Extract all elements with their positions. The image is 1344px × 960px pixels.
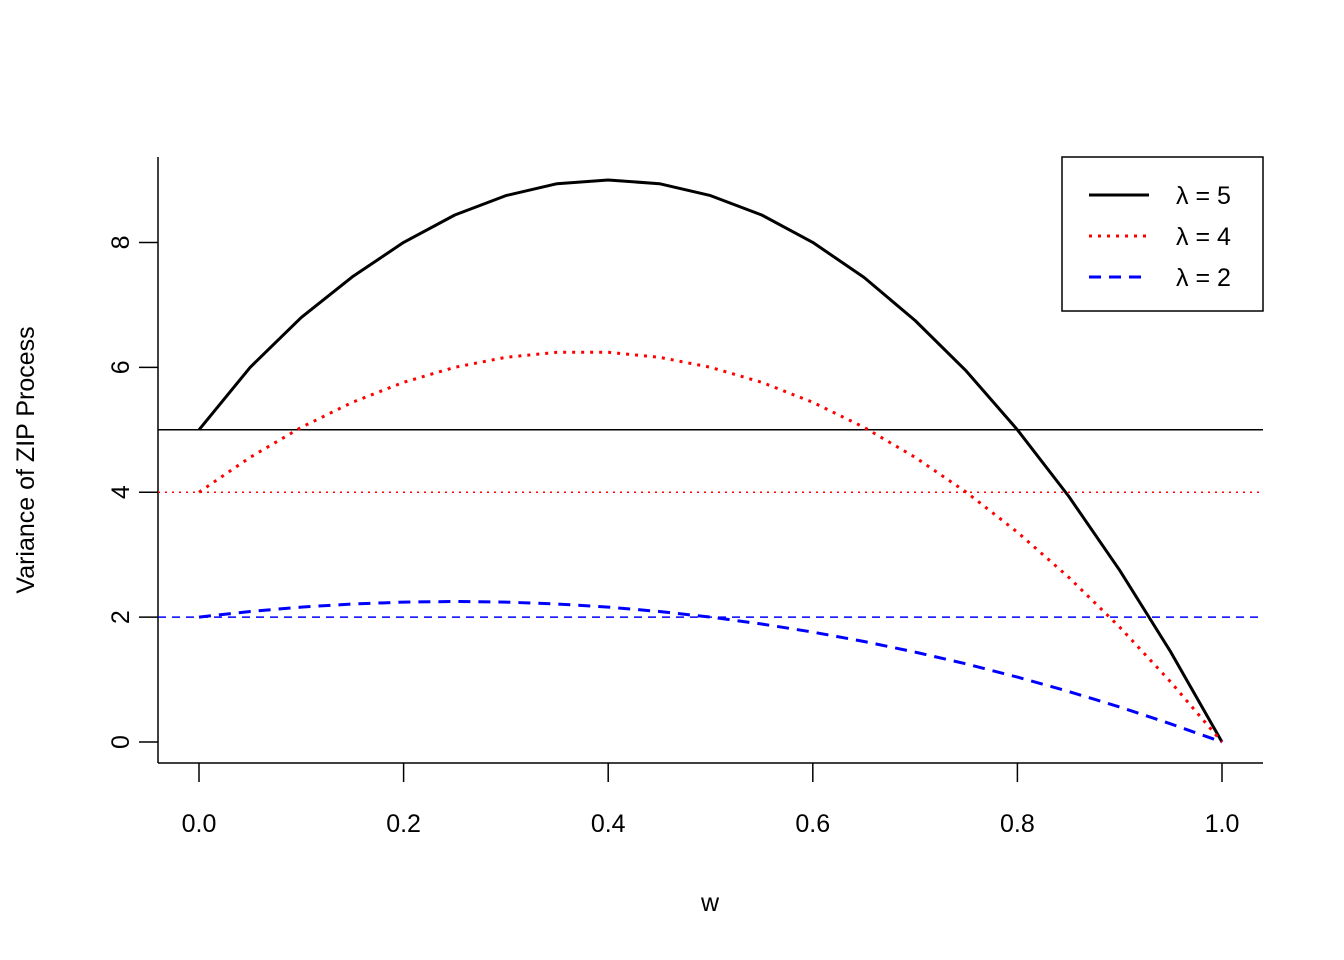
series-line-lambda-2: [198, 600, 1223, 744]
legend-label-lambda-5: λ = 5: [1176, 182, 1231, 210]
x-tick-label: 0.0: [182, 810, 217, 838]
y-tick-label: 0: [107, 735, 135, 749]
y-axis-ticks: 0 2 4 6 8: [107, 235, 158, 749]
legend: λ = 5 λ = 4 λ = 2: [1061, 156, 1264, 312]
x-axis-ticks: 0.0 0.2 0.4 0.6 0.8 1.0: [182, 763, 1240, 838]
legend-box: [1061, 156, 1264, 312]
y-axis-label: Variance of ZIP Process: [12, 326, 40, 593]
x-tick-label: 0.8: [1000, 810, 1035, 838]
x-tick-label: 0.6: [795, 810, 830, 838]
series-line-lambda-5: [197, 178, 1224, 743]
x-tick-label: 0.4: [591, 810, 626, 838]
reference-lines: [158, 429, 1263, 618]
series-lines: [197, 178, 1224, 744]
y-tick-label: 8: [107, 235, 135, 249]
legend-label-lambda-2: λ = 2: [1176, 264, 1231, 292]
y-tick-label: 4: [107, 485, 135, 499]
x-axis-label: w: [700, 889, 720, 917]
x-tick-label: 1.0: [1205, 810, 1240, 838]
y-tick-label: 2: [107, 610, 135, 624]
x-tick-label: 0.2: [386, 810, 421, 838]
legend-label-lambda-4: λ = 4: [1176, 223, 1231, 251]
y-tick-label: 6: [107, 360, 135, 374]
